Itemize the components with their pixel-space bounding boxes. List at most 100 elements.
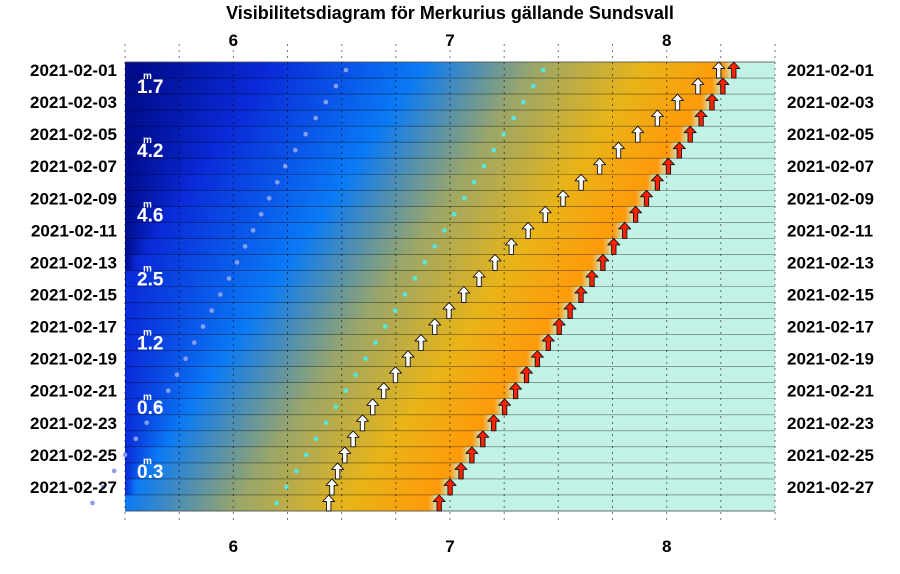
sunrise-arrow <box>520 366 533 384</box>
sunrise-arrow-shape <box>498 398 512 416</box>
mercury-rise-arrow <box>401 350 415 368</box>
mercury-rise-arrow <box>414 334 428 352</box>
mercury-rise-arrow-shape <box>322 494 336 512</box>
date-label-right: 2021-02-15 <box>787 286 874 305</box>
day-band <box>125 158 775 175</box>
date-label-right: 2021-02-11 <box>787 221 873 240</box>
civil-twilight-dot <box>343 388 349 394</box>
magnitude-label: 1.2 <box>137 334 163 355</box>
sunrise-arrow <box>585 270 599 287</box>
sunrise-arrow <box>574 286 588 303</box>
mercury-rise-arrow-shape <box>691 77 705 95</box>
sunrise-arrow <box>661 157 675 175</box>
sunrise-arrow-shape <box>476 430 490 448</box>
sunrise-arrow <box>607 237 621 255</box>
civil-twilight-dot <box>442 228 447 233</box>
civil-twilight-dot <box>511 115 516 121</box>
grid-lines <box>124 44 776 520</box>
magnitude-unit-mark: m <box>143 199 152 210</box>
day-band <box>125 398 775 416</box>
mercury-rise-arrow-shape <box>346 430 360 448</box>
date-label-left: 2021-02-19 <box>30 350 117 369</box>
magnitude-label: 4.2 <box>137 141 163 162</box>
nautical-twilight-dot <box>258 212 264 217</box>
mercury-rise-arrow-shape <box>593 157 607 175</box>
day-band <box>125 350 775 368</box>
date-label-left: 2021-02-25 <box>30 446 117 465</box>
civil-twilight-dot <box>402 292 408 297</box>
sunrise-arrow-shape <box>650 173 664 191</box>
mercury-rise-arrow <box>574 173 588 191</box>
sunrise-arrow <box>640 189 653 207</box>
civil-twilight-dot <box>382 324 388 329</box>
sunrise-arrow-shape <box>672 141 686 159</box>
mercury-rise-arrow <box>356 414 369 432</box>
sunrise-arrow-shape <box>509 382 523 400</box>
sunrise-arrow-shape <box>530 350 544 368</box>
magnitude-unit-mark: m <box>143 71 152 82</box>
nautical-twilight-dot <box>101 484 106 490</box>
sunrise-arrow-shape <box>443 478 457 496</box>
civil-twilight-dot <box>481 163 487 169</box>
nautical-twilight-dot <box>266 196 272 201</box>
rise-arrows <box>322 61 741 512</box>
sunrise-arrow <box>498 398 512 416</box>
mercury-rise-arrow <box>322 494 336 512</box>
sunrise-arrow-shape <box>541 334 555 352</box>
civil-twilight-dot <box>501 131 507 137</box>
mercury-rise-arrow-shape <box>428 318 442 336</box>
hour-tick-label-bottom: 7 <box>445 537 454 556</box>
sunrise-arrow <box>509 382 523 400</box>
nautical-twilight-dot <box>275 180 280 185</box>
civil-twilight-dot <box>353 372 358 378</box>
mercury-rise-arrow <box>472 270 486 287</box>
date-label-left: 2021-02-05 <box>30 125 117 144</box>
sunrise-arrow-shape <box>618 221 632 239</box>
sunrise-arrow <box>672 141 686 159</box>
civil-twilight-dot <box>531 83 536 89</box>
mercury-rise-arrow-shape <box>442 302 456 320</box>
magnitude-unit-mark: m <box>143 328 152 339</box>
nautical-twilight-dot <box>323 99 329 105</box>
mercury-rise-arrow-shape <box>712 61 726 79</box>
magnitude-unit-mark: m <box>143 392 152 403</box>
nautical-twilight-dot <box>250 228 256 233</box>
mercury-rise-arrow-shape <box>574 173 588 191</box>
mercury-rise-arrow-shape <box>521 221 535 239</box>
nautical-twilight-dot <box>183 356 188 362</box>
mercury-rise-arrow-shape <box>457 286 471 303</box>
sunrise-arrow-shape <box>694 109 708 127</box>
sunrise-arrow <box>618 221 632 239</box>
hour-tick-label-top: 6 <box>229 31 238 50</box>
sunrise-arrow <box>465 446 479 464</box>
nautical-twilight-dot <box>343 67 349 73</box>
mercury-rise-arrow <box>691 77 705 95</box>
day-band <box>125 382 775 400</box>
date-label-left: 2021-02-01 <box>30 61 117 80</box>
sunrise-arrow <box>694 109 708 127</box>
mercury-rise-arrow <box>488 253 502 271</box>
mercury-rise-arrow-shape <box>650 109 664 127</box>
date-label-right: 2021-02-27 <box>787 478 874 497</box>
civil-twilight-dot <box>521 99 526 105</box>
civil-twilight-dot <box>412 276 418 281</box>
magnitude-unit-mark: m <box>143 456 152 467</box>
sunrise-arrow <box>563 302 577 320</box>
date-label-left: 2021-02-09 <box>30 189 117 208</box>
magnitude-label: 4.6 <box>137 205 163 226</box>
mercury-rise-arrow <box>346 430 360 448</box>
civil-twilight-dot <box>274 500 280 506</box>
civil-twilight-dot <box>284 484 289 490</box>
sunrise-arrow <box>530 350 544 368</box>
date-label-right: 2021-02-13 <box>787 253 874 272</box>
magnitude-unit-mark: m <box>143 135 152 146</box>
date-label-right: 2021-02-23 <box>787 414 874 433</box>
day-band <box>125 446 775 464</box>
magnitude-label: 0.6 <box>137 398 163 419</box>
date-axis: 2021-02-01 2021-02-01 2021-02-03 2021-02-03… <box>30 61 874 497</box>
mercury-rise-arrow <box>556 189 570 207</box>
mercury-rise-arrow-shape <box>366 398 380 416</box>
sunrise-arrow-shape <box>683 125 697 143</box>
day-band <box>125 254 775 271</box>
sunrise-arrow <box>476 430 490 448</box>
